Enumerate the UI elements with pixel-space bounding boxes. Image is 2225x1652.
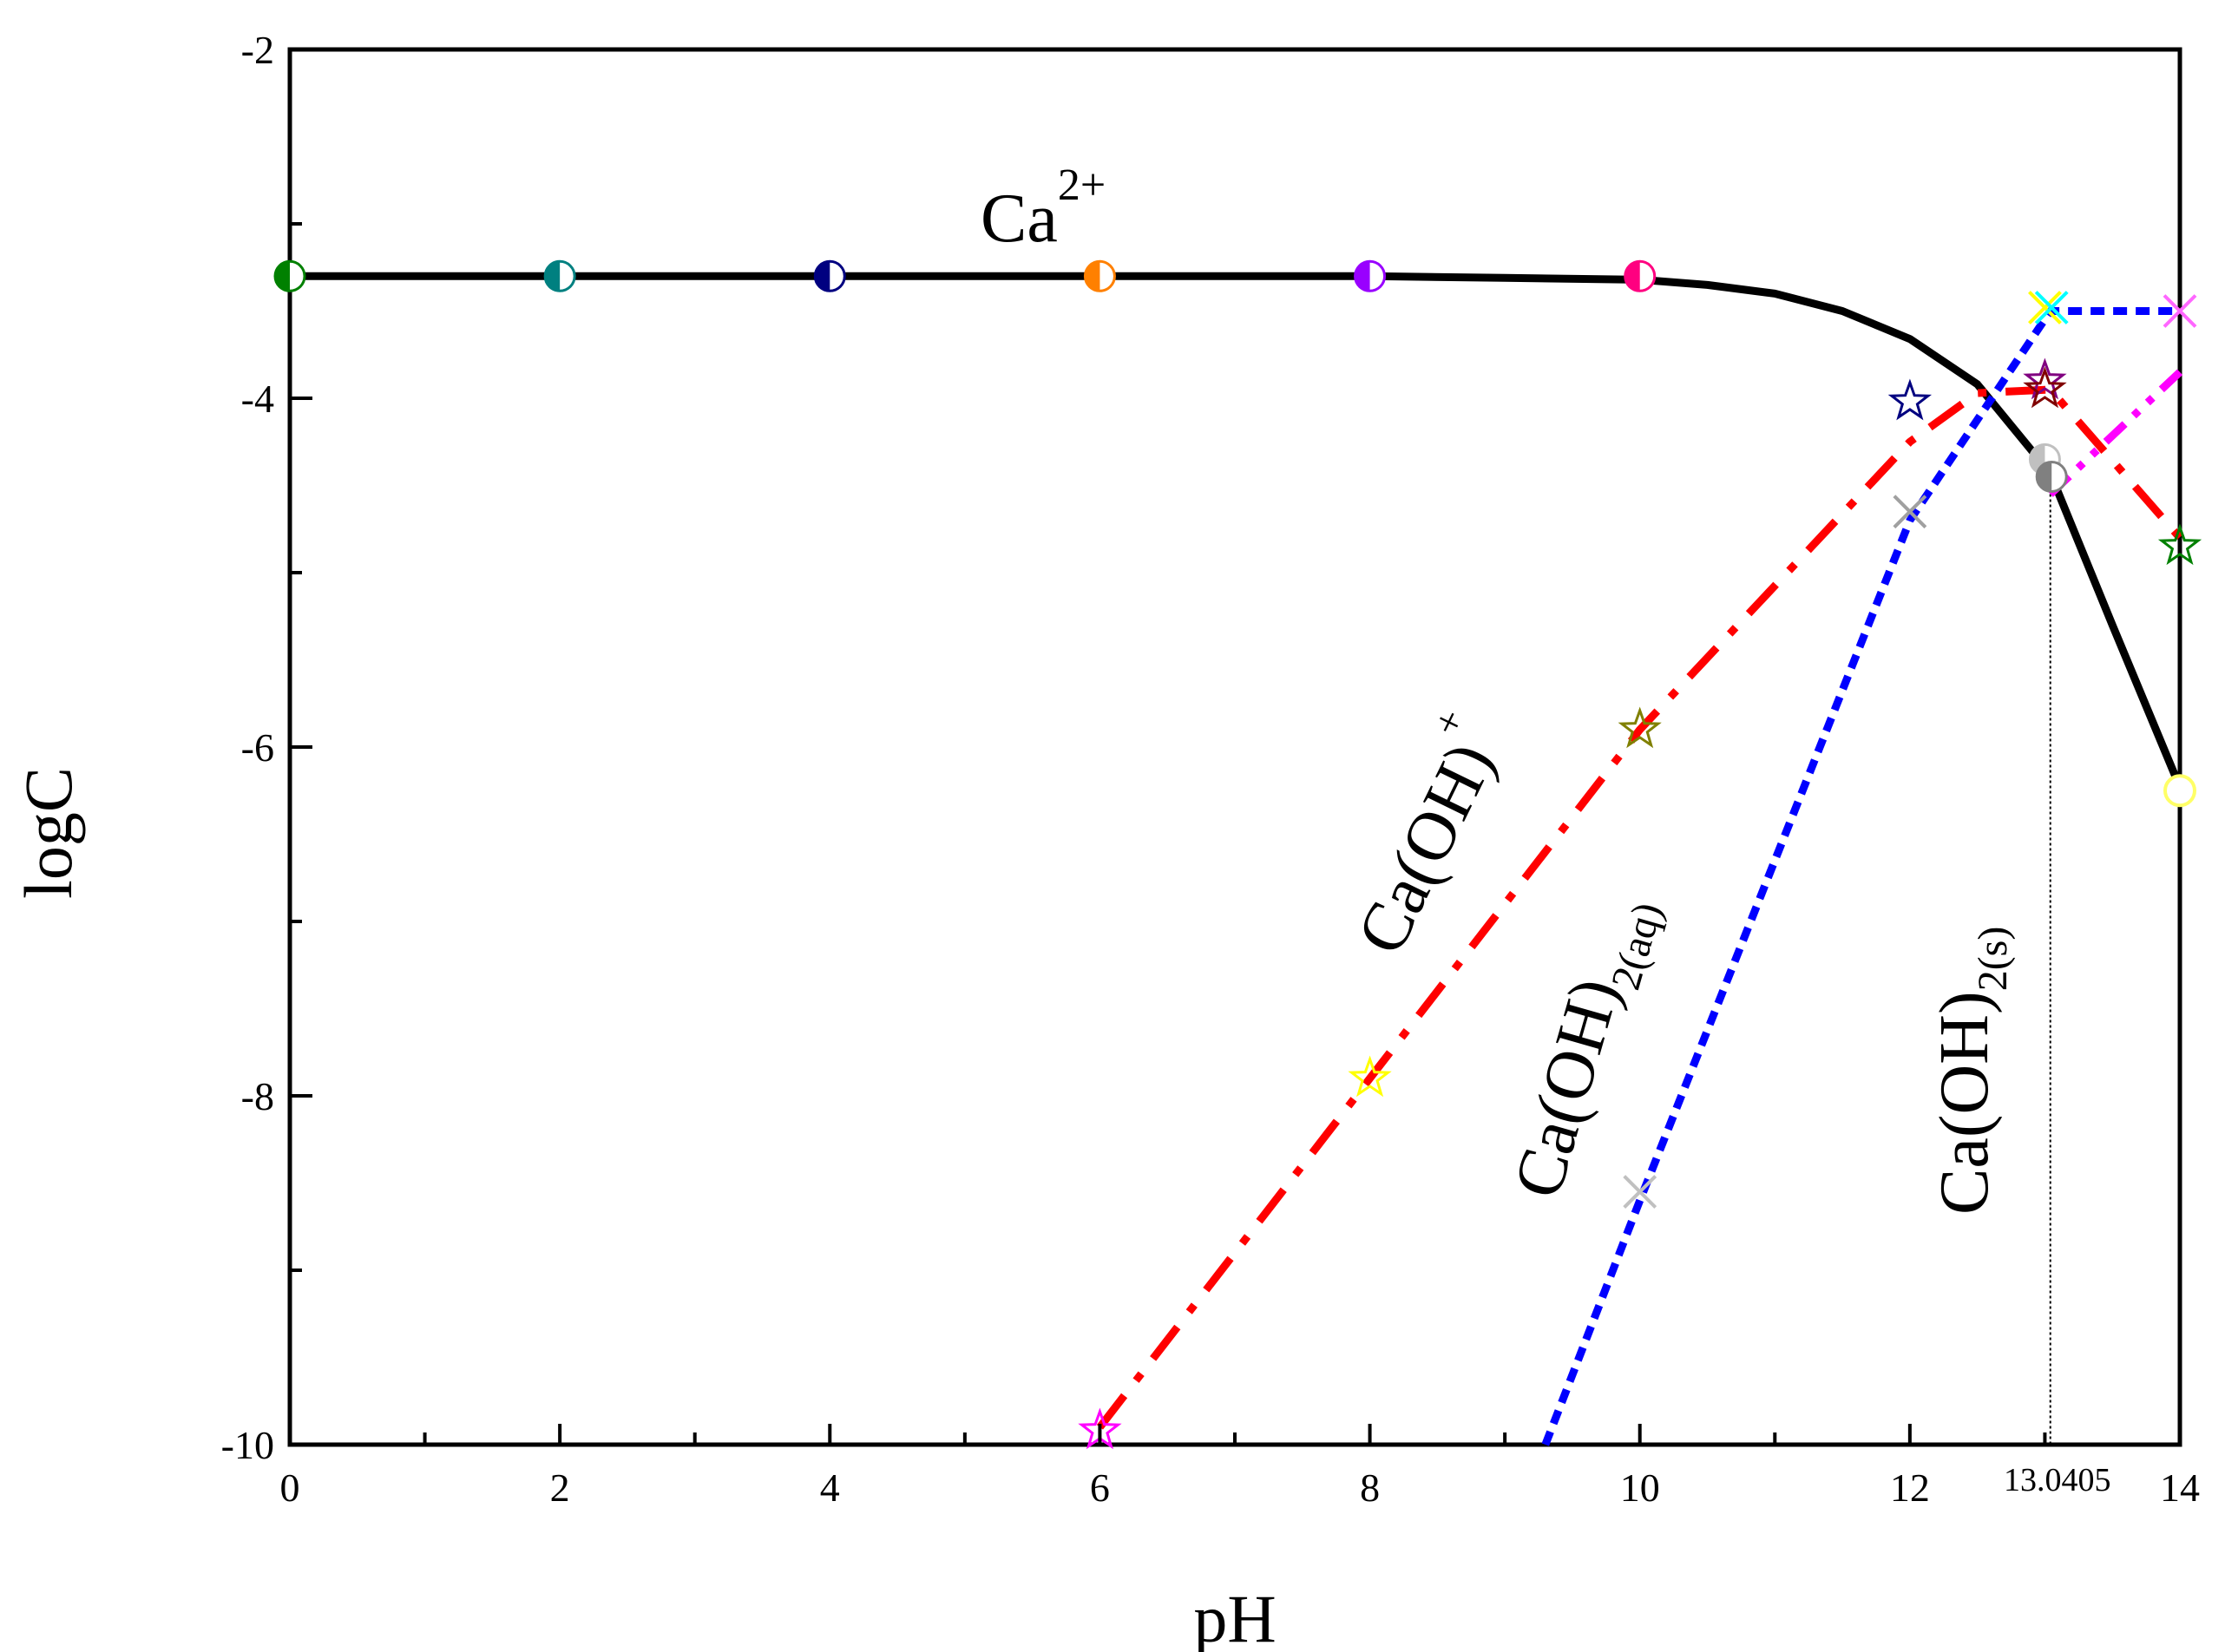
tick-layer: 0 2 4 6 8 10 12 14 -2 -4 -6 -8 -10 [221,28,2200,1510]
y-axis-title: logC [10,767,86,899]
marker-star [1887,378,1933,421]
marker-star [1618,706,1662,749]
y-tick-label: -8 [241,1074,274,1118]
marker-layer [273,259,2202,1450]
marker-half-fill [1085,261,1100,292]
x-tick-label: 14 [2160,1465,2200,1510]
label-caoh2-aq-base: Ca(OH) [1500,970,1635,1206]
marker-star [1348,1055,1392,1098]
x-tick-label: 4 [820,1465,840,1510]
y-tick-label: -10 [221,1423,274,1467]
x-tick-label: 8 [1360,1465,1380,1510]
label-caoh2-s-base: Ca(OH) [1926,991,2003,1215]
series-line-3 [2047,369,2183,497]
marker-cross [1893,495,1927,529]
marker-half-fill [545,261,561,292]
label-ca2plus-sup: 2+ [1058,161,1106,210]
x-axis-title: pH [1193,1581,1276,1652]
marker-star [2023,366,2067,409]
marker-half-fill [275,261,290,292]
marker-cross [2028,291,2062,324]
marker-half-fill [1355,261,1370,292]
reference-vline: 13.0405 [2004,494,2111,1498]
label-caoh2-aq: Ca(OH)2(aq) [1500,886,1671,1210]
marker-half-fill [2037,462,2052,492]
marker-cross [1623,1175,1657,1209]
marker-half-fill [815,261,830,292]
label-caoh2-s: Ca(OH)2(s) [1926,927,2016,1215]
vline-label: 13.0405 [2004,1462,2111,1498]
series-layer [290,272,2184,1446]
marker-cross [2163,294,2197,328]
x-tick-label: 0 [280,1465,300,1510]
marker-star [2157,523,2202,566]
x-tick-label: 6 [1090,1465,1110,1510]
y-tick-label: -6 [241,725,274,770]
marker-star [2023,357,2067,400]
label-ca2plus: Ca2+ [981,161,1106,257]
plot-frame [287,47,2182,1447]
label-caoh2-aq-sub: 2(aq) [1603,897,1671,994]
x-tick-label: 2 [550,1465,570,1510]
marker-cross [2034,291,2069,324]
label-caoh2-s-sub: 2(s) [1970,927,2016,992]
y-tick-label: -4 [241,377,274,421]
x-tick-label: 10 [1620,1465,1660,1510]
marker-circle [2163,774,2196,808]
label-ca2plus-base: Ca [981,180,1058,257]
y-tick-label: -2 [241,28,274,72]
series-line-2 [1541,307,2180,1446]
series-line-1 [1096,385,2183,1430]
marker-half-fill [1624,261,1640,292]
series-line-0 [290,272,2184,789]
x-tick-label: 12 [1890,1465,1930,1510]
